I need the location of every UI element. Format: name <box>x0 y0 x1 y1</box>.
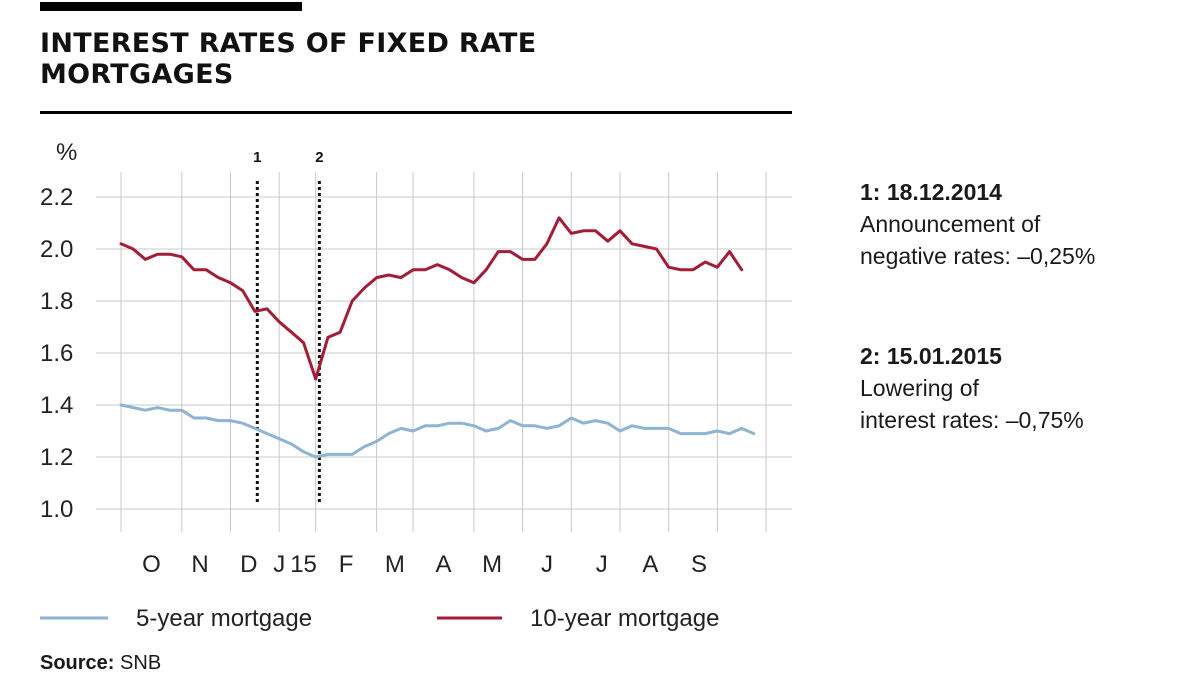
x-tick-label: J <box>541 551 553 578</box>
x-tick-label: 15 <box>290 551 317 578</box>
x-tick-label: D <box>240 551 257 578</box>
annotation-1-line2: negative rates: –0,25% <box>860 243 1096 269</box>
annotation-2-head: 2: 15.01.2015 <box>860 343 1002 369</box>
chart-title-line-1: INTEREST RATES OF FIXED RATE <box>40 28 537 59</box>
event-marker-label: 1 <box>253 149 261 166</box>
x-tick-label: A <box>435 551 451 578</box>
annotation-2-line2: interest rates: –0,75% <box>860 407 1084 433</box>
annotation-1-line1: Announcement of <box>860 211 1041 237</box>
source-note: Source: SNB <box>40 652 161 675</box>
annotation-2-line1: Lowering of <box>860 375 979 401</box>
annotation-2: 2: 15.01.2015 Lowering of interest rates… <box>860 340 1084 436</box>
top-accent-bar <box>40 2 302 11</box>
y-tick-label: 1.6 <box>40 340 73 367</box>
source-label: Source: <box>40 652 115 674</box>
series-line-5-year <box>119 403 756 459</box>
source-value: SNB <box>120 652 162 674</box>
chart-title: INTEREST RATES OF FIXED RATE MORTGAGES <box>40 28 740 90</box>
x-tick-label: N <box>191 551 208 578</box>
title-rule <box>40 111 792 114</box>
x-tick-label: O <box>142 551 161 578</box>
y-axis-label: % <box>56 139 77 166</box>
y-tick-label: 2.0 <box>40 236 73 263</box>
y-tick-label: 1.2 <box>40 444 73 471</box>
y-tick-label: 1.4 <box>40 392 73 419</box>
series-line-10-year <box>119 216 744 381</box>
legend-label: 5-year mortgage <box>136 605 312 632</box>
x-tick-label: M <box>482 551 502 578</box>
line-chart: 1.01.21.41.61.82.02.2%O N D J 15 F M A M J J A S1 25-… <box>40 139 792 632</box>
x-tick-label: S <box>691 551 707 578</box>
chart-title-line-2: MORTGAGES <box>40 59 234 90</box>
x-tick-label: M <box>385 551 405 578</box>
y-tick-label: 1.0 <box>40 496 73 523</box>
x-tick-label: J <box>596 551 608 578</box>
x-tick-label: A <box>642 551 658 578</box>
x-tick-label: F <box>339 551 354 578</box>
annotation-1: 1: 18.12.2014 Announcement of negative r… <box>860 176 1095 272</box>
x-tick-label: J <box>273 551 285 578</box>
annotation-1-head: 1: 18.12.2014 <box>860 179 1002 205</box>
event-marker-label: 2 <box>315 149 323 166</box>
y-tick-label: 2.2 <box>40 184 73 211</box>
legend-label: 10-year mortgage <box>530 605 719 632</box>
y-tick-label: 1.8 <box>40 288 73 315</box>
